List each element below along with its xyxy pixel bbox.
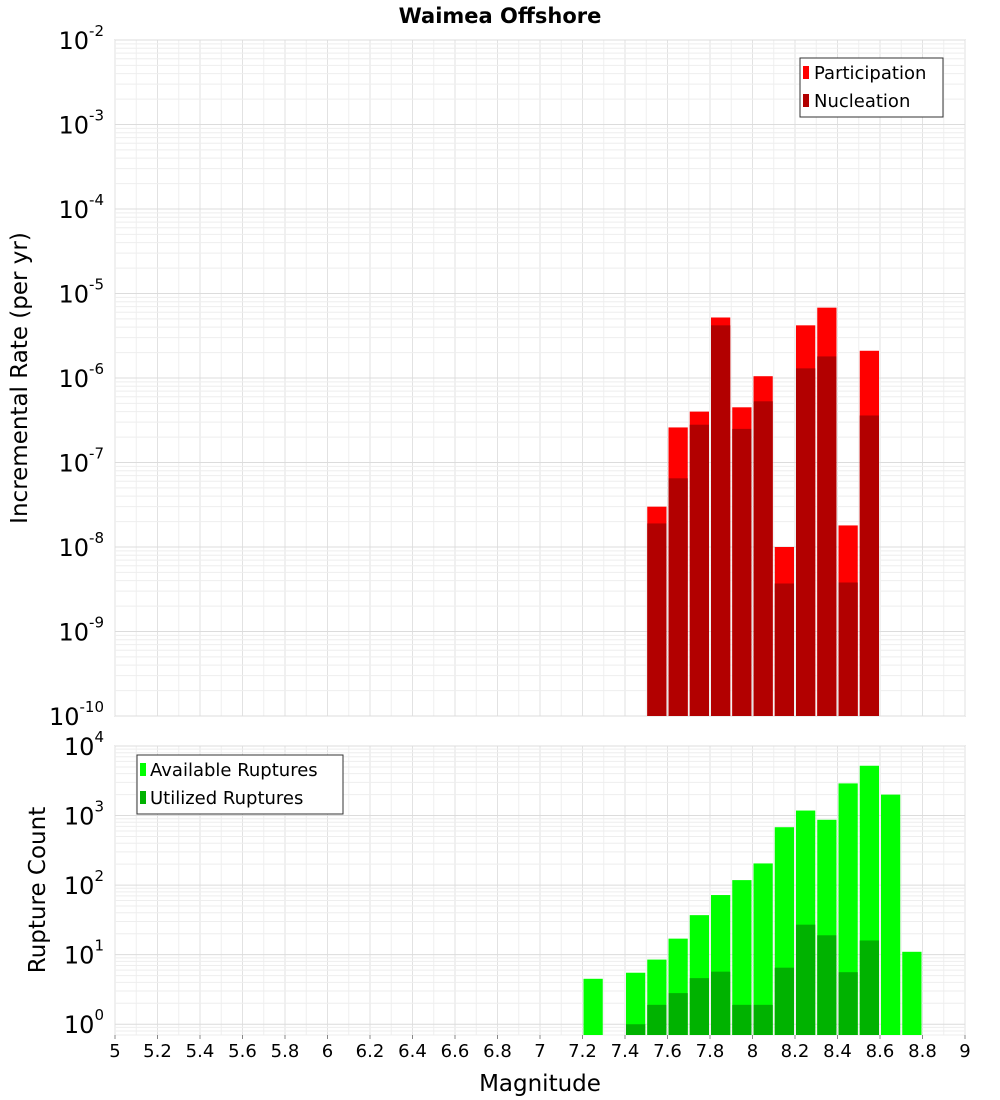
available-ruptures-bar	[732, 880, 752, 1035]
x-tick-label: 6.4	[398, 1041, 427, 1062]
available-ruptures-legend-label: Available Ruptures	[150, 760, 318, 781]
nucleation-legend-label: Nucleation	[814, 91, 910, 112]
x-tick-label: 7.2	[568, 1041, 597, 1062]
rate-y-tick-labels: 10-10 10-9 10-8 10-7 10-6 10-5 10-4 10-3 10-2	[49, 22, 104, 731]
nucleation-legend-swatch	[803, 94, 809, 107]
utilized-ruptures-bar	[668, 993, 688, 1035]
x-tick-label: 8.8	[908, 1041, 937, 1062]
available-ruptures-bar	[838, 783, 858, 1035]
available-ruptures-bar	[626, 972, 646, 1035]
nucleation-bar	[774, 583, 794, 716]
count-y-tick-label: 101	[64, 937, 104, 970]
rate-gridlines	[114, 39, 966, 717]
rate-bars	[647, 307, 879, 716]
rate-y-tick-label: 10-9	[58, 614, 104, 647]
x-tick-label: 7.6	[653, 1041, 682, 1062]
utilized-ruptures-bar	[626, 1024, 646, 1035]
utilized-ruptures-bar	[774, 967, 794, 1035]
x-tick-label: 8.4	[823, 1041, 852, 1062]
x-tick-label: 7.4	[611, 1041, 640, 1062]
nucleation-bar	[859, 415, 879, 716]
count-bars	[583, 765, 922, 1035]
participation-legend-swatch	[803, 66, 809, 79]
rate-y-tick-label: 10-6	[58, 360, 104, 393]
count-legend: Available Ruptures Utilized Ruptures	[136, 754, 344, 815]
nucleation-bar	[689, 424, 709, 716]
available-ruptures-bar	[583, 978, 603, 1035]
x-tick-label: 8.6	[866, 1041, 895, 1062]
utilized-ruptures-bar	[711, 971, 731, 1035]
utilized-ruptures-legend-label: Utilized Ruptures	[150, 788, 303, 809]
utilized-ruptures-bar	[817, 935, 837, 1035]
rate-y-axis-label: Incremental Rate (per yr)	[7, 232, 33, 524]
count-legend-box	[136, 754, 344, 815]
available-ruptures-bar	[902, 951, 922, 1035]
rate-y-tick-label: 10-10	[49, 698, 104, 731]
x-tick-label: 5.8	[271, 1041, 300, 1062]
rate-legend: Participation Nucleation	[799, 57, 944, 118]
x-axis-label: Magnitude	[479, 1071, 601, 1097]
rate-y-tick-label: 10-7	[58, 445, 104, 478]
chart-title: Waimea Offshore	[399, 4, 602, 28]
x-tick-label: 8	[747, 1041, 758, 1062]
nucleation-bar	[817, 356, 837, 716]
nucleation-bar	[668, 478, 688, 716]
count-y-tick-label: 102	[64, 867, 104, 900]
utilized-ruptures-bar	[753, 1004, 773, 1035]
nucleation-bar	[711, 325, 731, 716]
rate-legend-box	[799, 57, 944, 118]
x-tick-label: 5.4	[186, 1041, 215, 1062]
x-tick-label: 6	[322, 1041, 333, 1062]
x-tick-label: 5	[109, 1041, 120, 1062]
rate-y-tick-label: 10-8	[58, 529, 104, 562]
x-tick-label: 8.2	[781, 1041, 810, 1062]
available-ruptures-bar	[881, 794, 901, 1035]
count-y-axis-label: Rupture Count	[25, 807, 51, 973]
count-y-tick-labels: 100 101 102 103 104	[64, 728, 104, 1039]
x-tick-label: 6.8	[483, 1041, 512, 1062]
count-y-tick-label: 103	[64, 798, 104, 831]
rate-y-tick-label: 10-2	[58, 22, 104, 55]
utilized-ruptures-bar	[689, 978, 709, 1035]
utilized-ruptures-bar	[838, 972, 858, 1035]
utilized-ruptures-bar	[796, 924, 816, 1035]
count-y-tick-label: 100	[64, 1006, 104, 1039]
rate-y-tick-label: 10-5	[58, 276, 104, 309]
participation-legend-label: Participation	[814, 63, 926, 84]
utilized-ruptures-legend-swatch	[140, 791, 146, 804]
x-tick-label: 5.6	[228, 1041, 257, 1062]
utilized-ruptures-bar	[732, 1004, 752, 1035]
x-tick-label: 6.6	[441, 1041, 470, 1062]
nucleation-bar	[647, 523, 667, 716]
nucleation-bar	[732, 428, 752, 716]
x-tick-labels: 5 5.2 5.4 5.6 5.8 6 6.2 6.4 6.6 6.8 7 7.2 7.4 7.6 7.8 8…	[109, 1035, 971, 1062]
nucleation-bar	[838, 582, 858, 716]
rate-panel: 10-10 10-9 10-8 10-7 10-6 10-5 10-4 10-3 10-2 In…	[7, 22, 966, 731]
count-panel: 100 101 102 103 104 5 5.2 5.4 5.6 5.8 6 6.2 6.4 6.6 6…	[25, 728, 971, 1097]
utilized-ruptures-bar	[647, 1004, 667, 1035]
available-ruptures-legend-swatch	[140, 763, 146, 776]
nucleation-bar	[753, 401, 773, 716]
x-tick-label: 6.2	[356, 1041, 385, 1062]
nucleation-bar	[796, 368, 816, 716]
x-tick-label: 7	[534, 1041, 545, 1062]
rate-y-tick-label: 10-3	[58, 107, 104, 140]
count-y-tick-label: 104	[64, 728, 104, 761]
rate-y-tick-label: 10-4	[58, 191, 104, 224]
x-tick-label: 9	[959, 1041, 970, 1062]
x-tick-label: 5.2	[143, 1041, 172, 1062]
utilized-ruptures-bar	[859, 940, 879, 1035]
x-tick-label: 7.8	[696, 1041, 725, 1062]
available-ruptures-bar	[753, 863, 773, 1035]
